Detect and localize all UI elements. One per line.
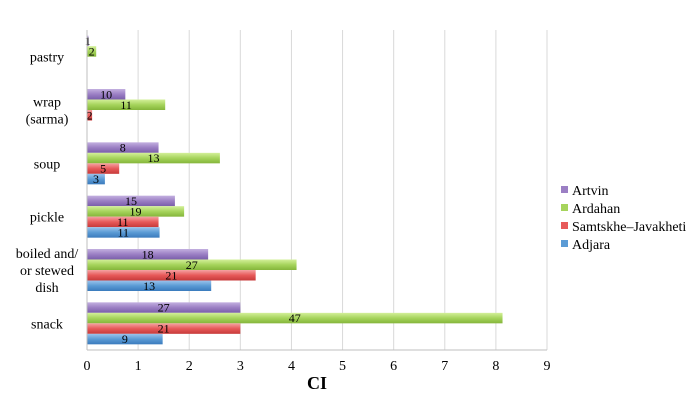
bar-data-label: 27 <box>158 301 170 315</box>
bar-data-label: 21 <box>158 322 170 336</box>
legend-label: Adjara <box>572 238 611 253</box>
bar-samtskhe-javakheti <box>87 216 159 228</box>
legend: Artvin Ardahan Samtskhe–Javakheti Adjara <box>561 184 686 253</box>
bar-data-label: 1 <box>85 34 91 48</box>
x-tick-label: 1 <box>135 359 142 374</box>
x-tick-label: 4 <box>288 359 295 374</box>
bar-data-label: 2 <box>87 108 93 122</box>
x-tick-label: 3 <box>237 359 244 374</box>
bar-data-label: 18 <box>142 247 154 261</box>
x-axis-title: CI <box>307 373 327 393</box>
bar-ardahan <box>87 46 97 57</box>
category-label: snack <box>31 317 63 332</box>
legend-label: Ardahan <box>572 202 620 217</box>
bar-samtskhe-javakheti <box>87 110 93 121</box>
bar-data-label: 47 <box>289 311 301 325</box>
bar-data-label: 13 <box>147 151 159 165</box>
bar-artvin <box>87 195 175 207</box>
axes: 0 1 2 3 4 5 6 7 8 9pastrywrap(sarma)souppickleboi… <box>16 30 551 374</box>
bar-samtskhe-javakheti <box>87 270 256 281</box>
x-tick-label: 5 <box>339 359 346 374</box>
bar-artvin <box>87 35 89 47</box>
bar-data-label: 13 <box>143 279 155 293</box>
bar-adjara <box>87 333 163 345</box>
bar-data-label: 9 <box>122 332 128 346</box>
category-label: wrap <box>33 96 61 111</box>
bar-data-label: 21 <box>165 268 177 282</box>
bar-ardahan <box>87 206 185 217</box>
bar-adjara <box>87 227 160 238</box>
gridlines <box>137 30 548 350</box>
bar-data-label: 2 <box>89 44 95 58</box>
bar-data-label: 27 <box>186 258 198 272</box>
bar-data-label: 11 <box>120 98 132 112</box>
bar-data-label: 10 <box>100 87 112 101</box>
legend-label: Samtskhe–Javakheti <box>572 220 686 235</box>
category-label: boiled and/ <box>16 247 79 262</box>
bar-data-label: 3 <box>93 172 99 186</box>
x-tick-label: 6 <box>390 359 397 374</box>
x-tick-label: 9 <box>544 359 551 374</box>
bar-data-label: 5 <box>100 162 106 176</box>
bar-artvin <box>87 302 241 313</box>
bar-data-label: 11 <box>118 225 130 239</box>
bar-artvin <box>87 249 209 260</box>
x-tick-label: 7 <box>441 359 448 374</box>
category-label: or stewed <box>20 264 74 279</box>
bar-samtskhe-javakheti <box>87 323 241 334</box>
bar-samtskhe-javakheti <box>87 163 120 174</box>
x-tick-label: 8 <box>492 359 499 374</box>
legend-swatch <box>561 204 568 211</box>
bar-ardahan <box>87 259 297 270</box>
bar-adjara <box>87 173 105 185</box>
x-tick-label: 0 <box>84 359 91 374</box>
legend-label: Artvin <box>572 184 609 199</box>
category-label: pickle <box>30 211 64 226</box>
bar-data-label: 19 <box>130 204 142 218</box>
bar-data-label: 11 <box>117 215 129 229</box>
bar-data-label: 15 <box>125 194 137 208</box>
legend-swatch <box>561 186 568 193</box>
bar-ardahan <box>87 152 220 164</box>
category-label: dish <box>35 281 58 296</box>
legend-swatch <box>561 240 568 247</box>
bar-ardahan <box>87 312 503 324</box>
bar-data-label: 8 <box>120 141 126 155</box>
legend-swatch <box>561 222 568 229</box>
category-label: (sarma) <box>26 113 69 128</box>
bar-adjara <box>87 280 212 291</box>
category-label: pastry <box>30 51 64 66</box>
x-tick-label: 2 <box>186 359 193 374</box>
bar-ardahan <box>87 99 166 110</box>
category-label: soup <box>34 157 60 172</box>
bar-artvin <box>87 89 126 100</box>
bar-artvin <box>87 142 159 153</box>
